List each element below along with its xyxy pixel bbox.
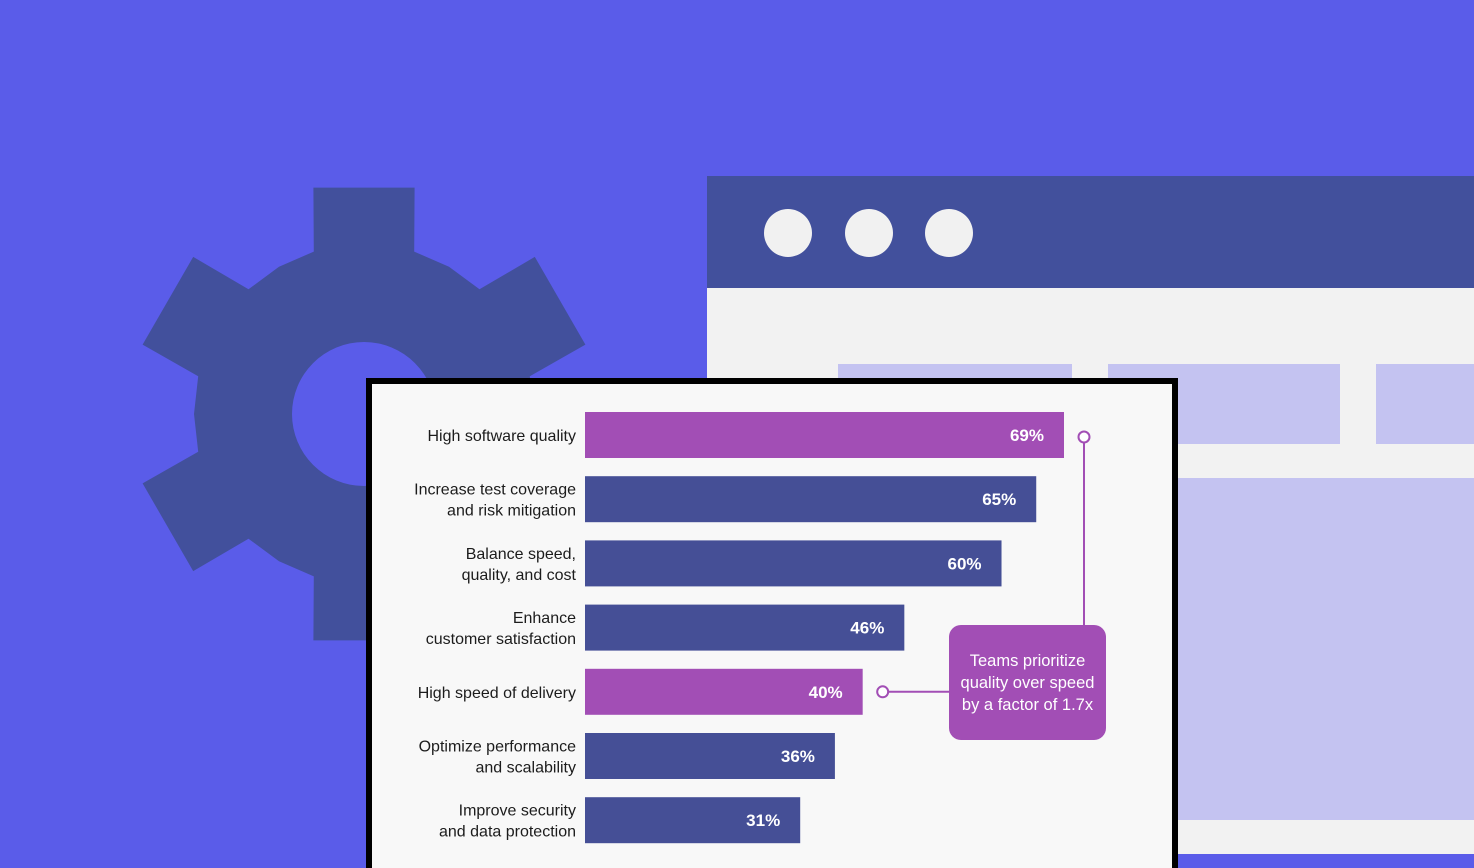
browser-title-bar (707, 176, 1474, 288)
annotation-callout: Teams prioritize quality over speed by a… (949, 625, 1106, 740)
category-label: Optimize performance (419, 739, 576, 756)
category-label: Balance speed, (466, 546, 576, 563)
bar (585, 476, 1037, 523)
value-label: 69% (1010, 426, 1044, 445)
content-block (1376, 364, 1474, 444)
category-label: customer satisfaction (426, 631, 576, 648)
value-label: 46% (850, 619, 884, 638)
chart-card: 69% High software quality 65% Increase test… (366, 378, 1178, 868)
window-dot-icon (764, 209, 812, 257)
bar (585, 733, 835, 779)
category-label: High speed of delivery (418, 685, 576, 702)
bar (585, 604, 905, 651)
category-label: Enhance (513, 610, 576, 627)
value-label: 60% (947, 554, 981, 573)
chart-area: 69% High software quality 65% Increase test… (372, 384, 1172, 868)
bar (585, 412, 1064, 458)
window-dot-icon (845, 209, 893, 257)
annotation-marker (1077, 430, 1091, 444)
category-label: quality, and cost (462, 567, 577, 584)
value-label: 40% (809, 683, 843, 702)
category-label: and risk mitigation (447, 503, 576, 520)
annotation-marker (876, 685, 890, 699)
category-label: Increase test coverage (414, 482, 576, 499)
value-label: 31% (746, 811, 780, 830)
category-label: and scalability (476, 760, 577, 777)
content-block (1178, 478, 1474, 820)
window-dot-icon (925, 209, 973, 257)
category-label: Improve security (459, 803, 576, 820)
bar (585, 797, 801, 844)
bar (585, 540, 1002, 587)
bar (585, 668, 863, 715)
category-label: High software quality (427, 428, 576, 445)
value-label: 36% (781, 747, 815, 766)
value-label: 65% (982, 490, 1016, 509)
bar-chart: 69% High software quality 65% Increase test… (414, 412, 1091, 844)
category-label: and data protection (439, 824, 576, 841)
